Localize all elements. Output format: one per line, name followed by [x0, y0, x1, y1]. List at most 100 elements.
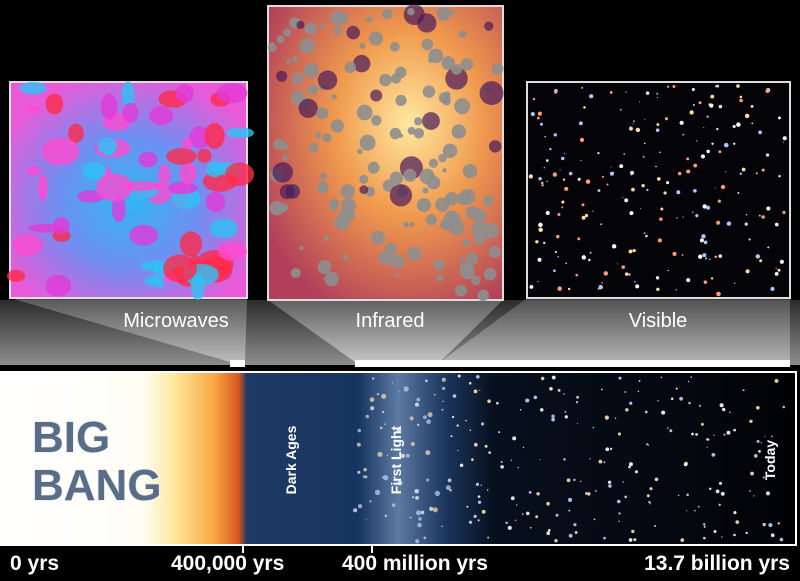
- texture: [179, 162, 197, 185]
- texture: [759, 259, 763, 263]
- texture: [475, 482, 480, 486]
- texture: [340, 184, 355, 199]
- texture: [733, 533, 736, 537]
- texture: [370, 406, 375, 411]
- texture: [316, 181, 329, 194]
- time-label: 400 million yrs: [342, 552, 488, 575]
- texture: [719, 403, 724, 408]
- texture: [703, 240, 708, 245]
- texture: [632, 123, 634, 125]
- texture: [544, 135, 546, 138]
- texture: [721, 407, 726, 412]
- texture: [726, 221, 732, 226]
- texture: [706, 438, 709, 441]
- texture: [556, 234, 560, 239]
- texture: [760, 442, 762, 444]
- texture: [723, 142, 729, 148]
- texture: [720, 184, 726, 190]
- texture: [314, 131, 322, 139]
- texture: [782, 136, 787, 141]
- texture: [371, 230, 385, 245]
- texture: [460, 188, 476, 205]
- texture: [442, 400, 445, 403]
- texture: [723, 433, 726, 436]
- texture: [771, 435, 773, 438]
- texture: [477, 495, 481, 498]
- texture: [645, 91, 650, 95]
- texture: [578, 121, 583, 126]
- texture: [441, 386, 446, 391]
- texture: [407, 7, 415, 16]
- texture: [415, 496, 419, 500]
- texture: [549, 147, 552, 151]
- texture: [359, 185, 369, 195]
- texture: [435, 197, 450, 212]
- texture: [775, 267, 777, 269]
- texture: [660, 376, 663, 379]
- texture: [686, 157, 690, 161]
- texture: [714, 187, 716, 189]
- texture: [679, 396, 683, 401]
- texture: [545, 210, 550, 215]
- texture: [538, 177, 542, 181]
- texture: [428, 48, 444, 64]
- time-label: 0 yrs: [10, 552, 59, 575]
- texture: [417, 423, 420, 427]
- texture: [597, 151, 600, 155]
- texture: [655, 165, 657, 168]
- texture: [644, 410, 648, 414]
- texture: [409, 516, 412, 519]
- texture: [487, 536, 490, 539]
- texture: [659, 151, 661, 154]
- texture: [440, 217, 454, 231]
- texture: [469, 429, 472, 431]
- texture: [711, 452, 716, 457]
- texture: [612, 171, 615, 174]
- texture: [698, 101, 702, 105]
- texture: [709, 487, 712, 491]
- texture: [625, 408, 629, 412]
- texture: [656, 177, 661, 181]
- texture: [745, 531, 748, 535]
- range-bar: [230, 360, 245, 367]
- texture: [568, 533, 573, 538]
- texture: [415, 510, 422, 516]
- texture: [691, 87, 695, 91]
- texture: [758, 214, 761, 217]
- texture: [714, 85, 718, 88]
- texture: [357, 428, 362, 433]
- texture: [593, 518, 596, 521]
- texture: [706, 446, 708, 448]
- texture: [607, 480, 612, 484]
- texture: [628, 273, 631, 276]
- texture: [583, 106, 586, 109]
- texture: [77, 190, 105, 203]
- funnel: [268, 300, 503, 362]
- texture: [500, 460, 503, 463]
- texture: [427, 412, 433, 418]
- texture: [462, 238, 471, 247]
- texture: [205, 191, 226, 213]
- texture: [622, 197, 624, 199]
- texture: [589, 251, 592, 254]
- texture: [634, 470, 638, 474]
- texture: [635, 284, 640, 289]
- texture: [370, 89, 383, 102]
- texture: [100, 93, 118, 120]
- texture: [438, 153, 447, 163]
- texture: [580, 480, 582, 483]
- texture: [528, 174, 533, 179]
- texture: [477, 500, 482, 504]
- texture: [676, 217, 678, 219]
- texture: [579, 137, 585, 142]
- texture: [438, 92, 451, 104]
- texture: [710, 94, 715, 99]
- texture: [761, 215, 765, 219]
- texture: [551, 414, 555, 418]
- texture: [488, 451, 492, 454]
- texture: [459, 256, 464, 261]
- texture: [394, 66, 407, 79]
- texture: [389, 254, 405, 269]
- texture: [225, 162, 255, 186]
- texture: [736, 122, 741, 127]
